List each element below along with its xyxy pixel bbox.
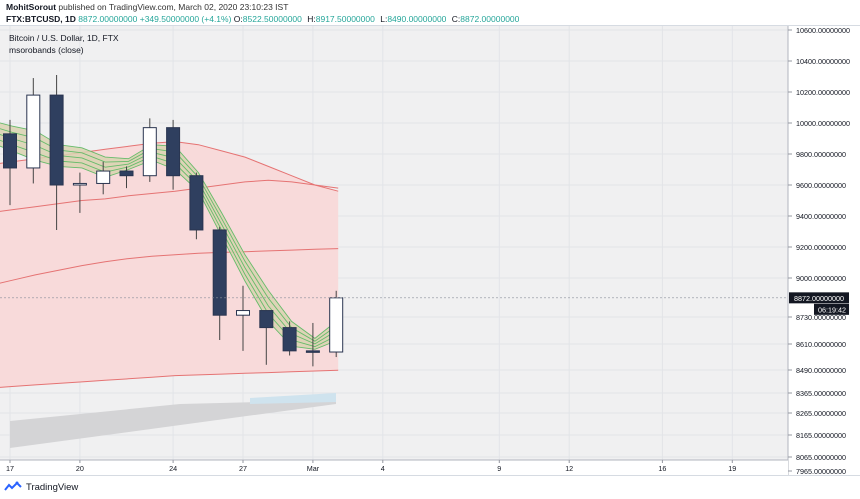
price-tick-label: 8365.00000000 [796, 389, 846, 398]
open-value: 8522.50000000 [242, 14, 302, 24]
price-tick-label: 8165.00000000 [796, 431, 846, 440]
price-tick-label: 10400.00000000 [796, 57, 850, 66]
price-tick-label: 9800.00000000 [796, 150, 846, 159]
candle-body [3, 133, 17, 169]
ribbon-line [0, 128, 339, 342]
price-tick-label: 8730.00000000 [796, 313, 846, 322]
countdown-label: 06:19:42 [818, 305, 846, 314]
price-tick-label: 7965.00000000 [796, 467, 846, 475]
close-value: 8872.00000000 [460, 14, 520, 24]
ribbon-line [0, 145, 339, 350]
band-cloud [0, 141, 339, 388]
low-value: 8490.00000000 [387, 14, 447, 24]
time-tick-label: 4 [381, 464, 385, 473]
ribbon-line [0, 122, 339, 339]
indicator-legend[interactable]: msorobands (close) [9, 45, 84, 55]
candle-body [189, 175, 204, 231]
publisher-line: MohitSorout published on TradingView.com… [6, 2, 288, 12]
footer-brand[interactable]: TradingView [4, 481, 78, 493]
last-price: 8872.00000000 [78, 14, 138, 24]
high-value: 8917.50000000 [315, 14, 375, 24]
band-middle2-line [0, 248, 339, 284]
candle-body [96, 170, 111, 184]
price-tick-label: 8610.00000000 [796, 340, 846, 349]
candle-body [166, 127, 181, 177]
price-tick-label: 9000.00000000 [796, 274, 846, 283]
candle-body [72, 182, 87, 186]
band-middle-line [0, 179, 339, 212]
candle-body [305, 350, 320, 353]
lower-gray-wedge [10, 400, 336, 448]
open-label: O: [233, 14, 243, 24]
price-tick-label: 10000.00000000 [796, 119, 850, 128]
high-label: H: [307, 14, 316, 24]
time-tick-label: 17 [6, 464, 14, 473]
price-axis-background [788, 26, 860, 475]
author-name[interactable]: MohitSorout [6, 2, 57, 12]
time-axis-background [0, 460, 788, 475]
time-tick-label: 19 [728, 464, 736, 473]
price-tick-label: 9600.00000000 [796, 181, 846, 190]
price-tick-label: 8490.00000000 [796, 366, 846, 375]
ribbon-line [0, 134, 339, 345]
ribbon-fill [0, 122, 339, 350]
chart-legend-title: Bitcoin / U.S. Dollar, 1D, FTX [9, 33, 119, 43]
time-tick-label: 24 [169, 464, 177, 473]
time-tick-label: 27 [239, 464, 247, 473]
price-tick-label: 9400.00000000 [796, 212, 846, 221]
published-text: published on TradingView.com, March 02, … [58, 2, 289, 12]
ohlc-line: FTX:BTCUSD, 1D 8872.00000000 +349.500000… [6, 14, 522, 24]
symbol-label: FTX:BTCUSD, 1D [6, 14, 76, 24]
candle-body [212, 229, 227, 316]
candle-body [259, 310, 274, 329]
time-tick-label: 9 [497, 464, 501, 473]
close-label: C: [451, 14, 461, 24]
lower-blue-wedge [250, 393, 336, 404]
tradingview-logo-icon [4, 481, 22, 493]
candle-body [282, 327, 297, 352]
time-tick-label: 20 [76, 464, 84, 473]
price-chart[interactable]: 10600.00000000 10400.00000000 10200.000000… [0, 26, 860, 475]
time-tick-label: 16 [658, 464, 666, 473]
time-tick-label: Mar [307, 464, 320, 473]
price-change: +349.50000000 (+4.1%) [139, 14, 232, 24]
low-label: L: [380, 14, 388, 24]
price-tick-label: 9200.00000000 [796, 243, 846, 252]
price-tick-label: 8065.00000000 [796, 453, 846, 462]
band-lower-line [0, 369, 339, 388]
candle-body [236, 310, 250, 316]
price-tick-label: 10600.00000000 [796, 26, 850, 35]
ribbon-line [0, 139, 339, 348]
current-price-label: 8872.00000000 [794, 294, 844, 303]
candle-body [142, 127, 157, 177]
price-tick-label: 10200.00000000 [796, 88, 850, 97]
countdown-badge [814, 303, 849, 315]
time-tick-label: 12 [565, 464, 573, 473]
footer-brand-text: TradingView [26, 481, 79, 493]
candle-body [49, 94, 64, 186]
candle-body [329, 297, 344, 353]
price-tick-label: 8265.00000000 [796, 409, 846, 418]
current-price-badge [789, 292, 849, 304]
chart-frame[interactable]: 10600.00000000 10400.00000000 10200.000000… [0, 25, 860, 476]
candle-body [26, 94, 41, 169]
candle-body [119, 170, 134, 177]
